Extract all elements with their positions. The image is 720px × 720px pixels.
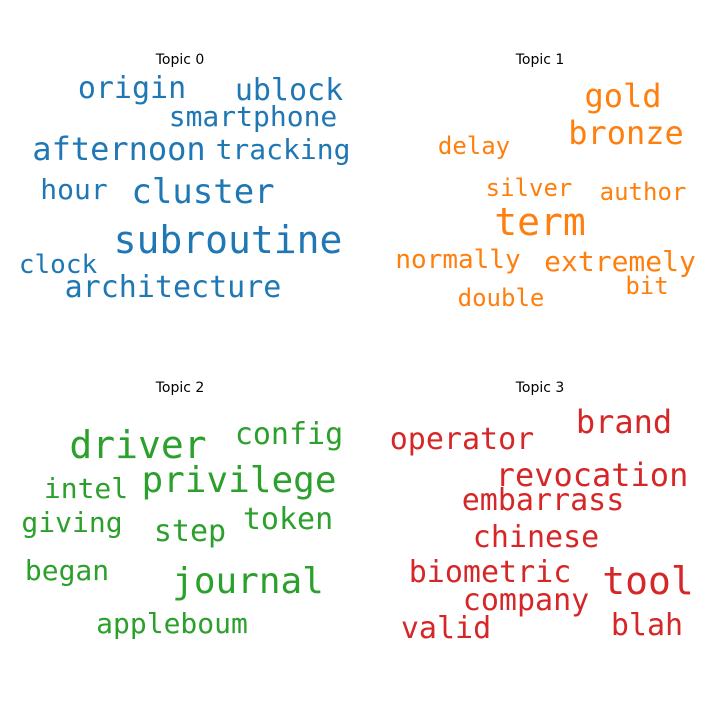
topic-2-word-giving: giving xyxy=(21,506,123,539)
topic-0-word-clock: clock xyxy=(18,250,98,280)
topic-3-title: Topic 3 xyxy=(515,380,565,396)
topic-3-word-chinese: chinese xyxy=(472,520,600,555)
topic-0-panel: Topic 0 subroutine cluster afternoon archit… xyxy=(0,0,360,360)
topic-2-word-token: token xyxy=(242,502,334,537)
topic-2-word-began: began xyxy=(24,554,110,587)
topic-3-word-biometric: biometric xyxy=(408,555,572,590)
topic-1-word-delay: delay xyxy=(437,132,511,160)
topic-1-title: Topic 1 xyxy=(515,52,565,68)
topic-1-word-gold: gold xyxy=(584,77,662,115)
topic-3-word-revocation: revocation xyxy=(495,456,689,494)
topic-2-word-intel: intel xyxy=(43,472,129,505)
topic-0-word-hour: hour xyxy=(40,173,108,206)
topic-0-word-origin: origin xyxy=(77,71,187,106)
topic-2-word-step: step xyxy=(153,514,227,549)
topic-1-word-extremely: extremely xyxy=(544,245,696,278)
topic-0-title: Topic 0 xyxy=(155,52,205,68)
topic-3-word-valid: valid xyxy=(400,611,492,646)
topic-1-word-double: double xyxy=(457,284,545,312)
topic-3-word-company: company xyxy=(462,583,590,618)
topic-1-panel: Topic 1 term gold bronze extremely normally d… xyxy=(360,0,720,360)
topic-1-word-bronze: bronze xyxy=(568,114,684,152)
topic-1-word-term: term xyxy=(494,200,586,244)
topic-2-word-config: config xyxy=(234,417,344,452)
topic-1-word-normally: normally xyxy=(395,245,521,275)
topic-1-word-bit: bit xyxy=(625,272,669,300)
topic-2-word-privilege: privilege xyxy=(141,460,337,501)
topic-3-word-embarrass: embarrass xyxy=(461,483,625,518)
topic-0-word-subroutine: subroutine xyxy=(113,218,343,262)
topic-0-word-cluster: cluster xyxy=(131,172,275,212)
topic-3-word-brand: brand xyxy=(575,403,673,441)
topic-0-word-afternoon: afternoon xyxy=(32,130,206,168)
topic-0-word-tracking: tracking xyxy=(215,133,351,166)
topic-2-title: Topic 2 xyxy=(155,380,205,396)
topic-2-panel: Topic 2 driver privilege journal config toke… xyxy=(0,360,360,720)
topic-1-word-silver: silver xyxy=(485,174,573,202)
topic-3-word-blah: blah xyxy=(610,608,684,643)
topic-1-word-author: author xyxy=(599,178,687,206)
topic-3-word-operator: operator xyxy=(389,422,535,457)
topic-3-word-tool: tool xyxy=(602,559,694,603)
topic-2-word-appleboum: appleboum xyxy=(96,607,248,640)
topic-0-word-ublock: ublock xyxy=(234,73,344,108)
topic-2-word-journal: journal xyxy=(172,561,324,602)
topic-0-word-smartphone: smartphone xyxy=(168,100,338,133)
topic-2-word-driver: driver xyxy=(69,423,207,467)
topic-3-panel: Topic 3 tool revocation brand operator embar… xyxy=(360,360,720,720)
topic-0-word-architecture: architecture xyxy=(64,270,282,305)
